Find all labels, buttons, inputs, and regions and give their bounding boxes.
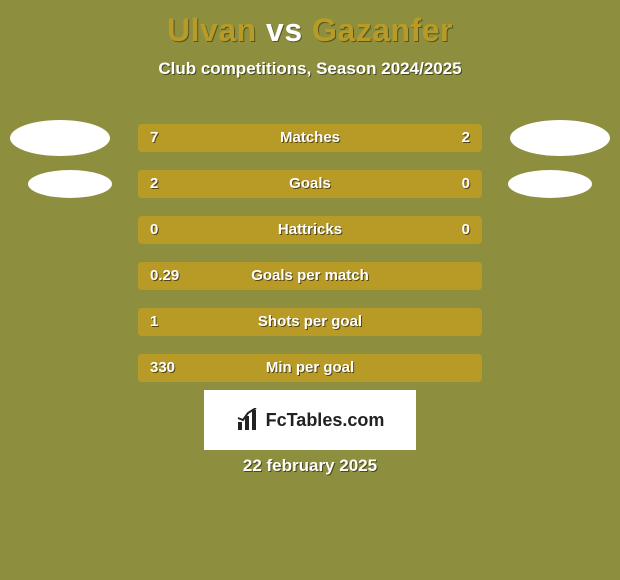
- fctables-logo[interactable]: FcTables.com: [204, 390, 416, 450]
- stat-row: Goals per match0.29: [138, 262, 482, 290]
- stat-label: Hattricks: [138, 216, 482, 244]
- stat-segment-left: [138, 124, 396, 152]
- stat-row: Min per goal330: [138, 354, 482, 382]
- stat-segment-right: [396, 124, 482, 152]
- title-player2: Gazanfer: [312, 12, 453, 48]
- title-vs: vs: [266, 12, 303, 48]
- title-player1: Ulvan: [167, 12, 257, 48]
- stat-value-right: 0: [462, 216, 470, 244]
- stat-segment-left: [138, 262, 482, 290]
- player1-badge-icon: [10, 120, 110, 156]
- stat-row: Shots per goal1: [138, 308, 482, 336]
- chart-icon: [236, 408, 260, 432]
- player2-flag-icon: [508, 170, 592, 198]
- page-title: Ulvan vs Gazanfer: [0, 0, 620, 49]
- stat-segment-right: [396, 170, 482, 198]
- stat-segment-left: [138, 308, 482, 336]
- stat-segment-left: [138, 354, 482, 382]
- logo-text: FcTables.com: [266, 410, 385, 431]
- subtitle: Club competitions, Season 2024/2025: [0, 59, 620, 79]
- date-label: 22 february 2025: [0, 456, 620, 476]
- player2-badge-icon: [510, 120, 610, 156]
- stat-value-left: 0: [150, 216, 158, 244]
- comparison-card: Ulvan vs Gazanfer Club competitions, Sea…: [0, 0, 620, 580]
- stat-row: Goals20: [138, 170, 482, 198]
- stat-segment-left: [138, 170, 396, 198]
- stat-row: Matches72: [138, 124, 482, 152]
- stat-row: Hattricks0 0: [138, 216, 482, 244]
- stat-bars: Matches72 Goals20 Hattricks0 0 Goals per mat…: [138, 124, 482, 382]
- player1-flag-icon: [28, 170, 112, 198]
